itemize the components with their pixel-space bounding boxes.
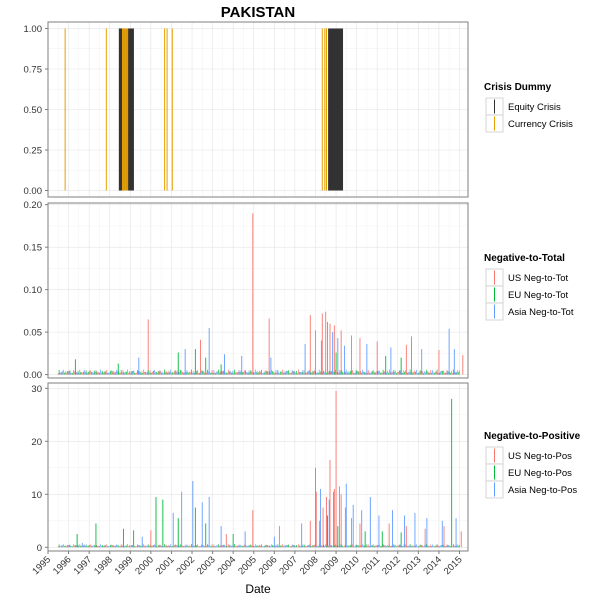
x-tick-label: 2004 [216,554,239,577]
legend-label: EU Neg-to-Tot [508,290,569,301]
x-tick-label: 2013 [401,554,424,577]
x-tick-label: 2008 [298,554,321,577]
series-group [57,213,464,375]
legend-crisis: Crisis Dummy Equity Crisis Currency Crisis [484,82,573,133]
legend-label: US Neg-to-Tot [508,273,569,284]
x-tick-label: 2015 [442,554,465,577]
y-tick-label: 0.50 [24,105,43,116]
legend-item: EU Neg-to-Pos [485,463,572,482]
x-tick-label: 2012 [380,554,403,577]
y-axis: 0.00 0.05 0.10 0.15 0.20 [24,200,48,381]
legend-item: Equity Crisis [485,97,561,116]
y-tick-label: 0.05 [24,328,43,339]
series-group [64,28,344,191]
legend-neg_to_pos: Negative-to-Positive US Neg-to-Pos EU Neg-… [484,431,581,499]
panel-border [47,382,469,552]
gridlines [47,383,468,551]
y-tick-label: 0.10 [24,285,43,296]
y-tick-label: 10 [31,490,42,501]
legend-label: Asia Neg-to-Tot [508,307,574,318]
x-tick-label: 2010 [339,554,362,577]
series-us-neg-to-tot [147,213,464,375]
legend-item: Asia Neg-to-Tot [485,302,574,321]
panels: 0.00 0.25 0.50 0.75 1.00 0.00 0.05 0.10 0.15 0.20… [24,21,469,554]
legend-item: Asia Neg-to-Pos [485,480,577,499]
panel-crisis: 0.00 0.25 0.50 0.75 1.00 [24,21,469,198]
legend-item: US Neg-to-Pos [485,446,572,465]
legend-item: US Neg-to-Tot [485,268,569,287]
y-axis: 0.00 0.25 0.50 0.75 1.00 [24,24,48,197]
panel-neg_to_pos: 0 10 20 30 [31,382,469,554]
x-tick-label: 2011 [360,554,382,576]
legend-title: Crisis Dummy [484,82,552,93]
series-asia-neg-to-tot [57,321,460,375]
legend-label: EU Neg-to-Pos [508,468,572,479]
legend-item: EU Neg-to-Tot [485,285,569,304]
legend-title: Negative-to-Total [484,253,565,264]
series-eu-neg-to-pos [76,398,453,548]
legend-label: Asia Neg-to-Pos [508,485,577,496]
legend-label: US Neg-to-Pos [508,451,572,462]
y-tick-label: 0.00 [24,370,43,381]
legend-label: Currency Crisis [508,119,573,130]
legend-title: Negative-to-Positive [484,431,581,442]
chart-title: PAKISTAN [221,4,295,21]
y-tick-label: 20 [31,437,42,448]
legends: Crisis Dummy Equity Crisis Currency Crisis… [484,82,581,499]
y-tick-label: 0.25 [24,146,43,157]
x-tick-label: 2002 [174,554,197,577]
x-tick-label: 1996 [51,554,74,577]
x-tick-label: 2014 [421,554,444,577]
y-tick-label: 0.00 [24,186,43,197]
x-tick-label: 1998 [92,554,115,577]
y-tick-label: 0.20 [24,200,43,211]
y-tick-label: 1.00 [24,24,43,35]
legend-neg_to_total: Negative-to-Total US Neg-to-Tot EU Neg-to-… [484,253,574,321]
series-group [57,390,462,548]
x-tick-label: 1997 [72,554,95,577]
series-currency-crisis [64,28,327,191]
x-tick-label: 2001 [154,554,177,577]
panel-neg_to_total: 0.00 0.05 0.10 0.15 0.20 [24,200,469,381]
x-axis-title: Date [245,582,271,596]
x-tick-label: 2006 [257,554,280,577]
y-axis: 0 10 20 30 [31,384,48,554]
y-tick-label: 0.75 [24,64,43,75]
y-tick-label: 0 [37,543,42,554]
panel-background [48,203,468,378]
x-tick-label: 2007 [277,554,300,577]
series-us-neg-to-pos [150,390,462,548]
x-tick-label: 1999 [113,554,136,577]
x-tick-label: 2009 [318,554,341,577]
legend-item: Currency Crisis [485,114,573,133]
x-tick-label: 2005 [236,554,259,577]
x-axis: 1995199619971998199920002001200220032004… [30,551,465,577]
legend-label: Equity Crisis [508,102,561,113]
x-tick-label: 1995 [30,554,53,577]
panel-border [47,202,469,379]
x-tick-label: 2000 [133,554,156,577]
x-tick-label: 2003 [195,554,218,577]
y-tick-label: 0.15 [24,243,43,254]
y-tick-label: 30 [31,384,42,395]
series-asia-neg-to-pos [57,467,460,548]
